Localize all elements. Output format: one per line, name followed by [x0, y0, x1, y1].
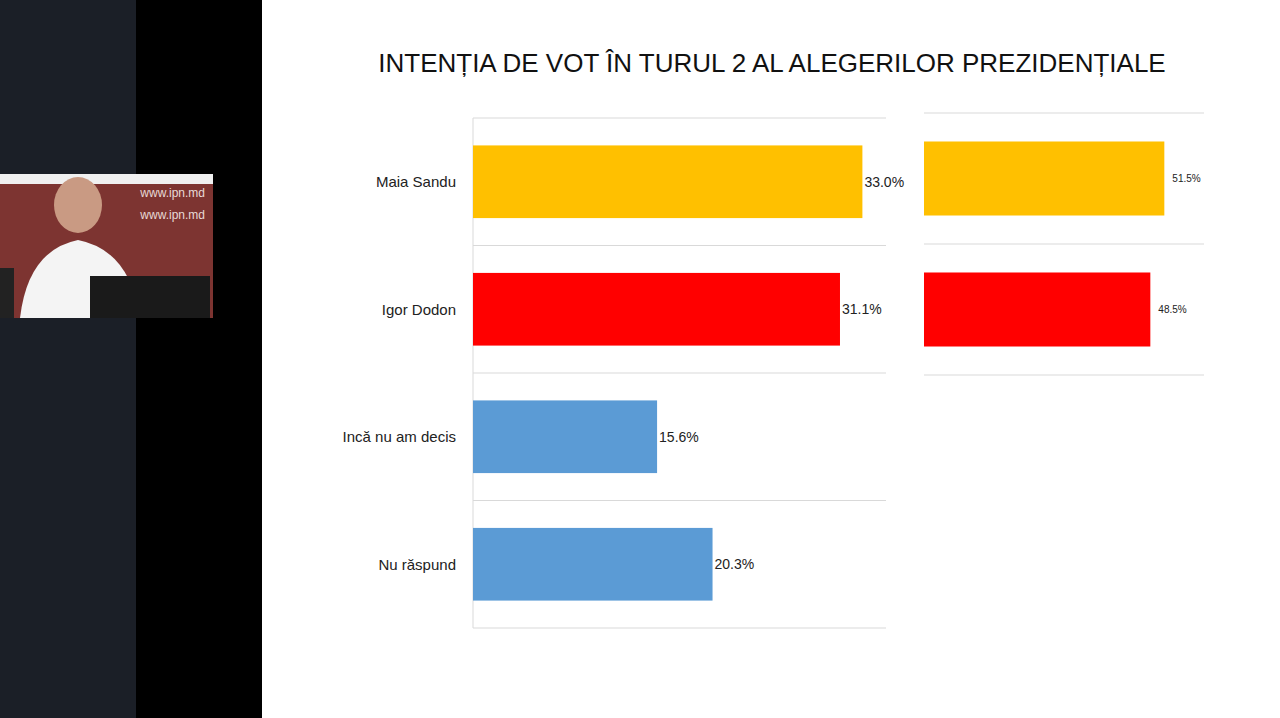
labels: 51.5% 48.5%	[1158, 173, 1200, 315]
bar	[924, 141, 1164, 215]
watermark: www.ipn.md	[139, 186, 205, 200]
band-line	[473, 118, 886, 119]
chart: INTENȚIA DE VOT ÎN TURUL 2 AL ALEGERILOR…	[343, 48, 1166, 628]
data-label: 31.1%	[842, 301, 882, 317]
chart-title: INTENȚIA DE VOT ÎN TURUL 2 AL ALEGERILOR…	[378, 48, 1165, 78]
band-line	[473, 628, 886, 629]
slide	[262, 0, 1280, 718]
band-line	[473, 373, 886, 374]
labels: Maia Sandu 33.0% Igor Dodon 31.1% Incă nu am…	[343, 173, 905, 573]
band-line	[473, 500, 886, 501]
person-head	[54, 177, 102, 233]
category-label: Incă nu am decis	[343, 428, 456, 445]
data-label: 15.6%	[659, 429, 699, 445]
data-label: 48.5%	[1158, 304, 1186, 315]
video-inset: www.ipn.md www.ipn.md	[0, 174, 213, 318]
bar	[473, 145, 862, 218]
band-line	[924, 113, 1204, 114]
data-label: 51.5%	[1172, 173, 1200, 184]
bar	[924, 272, 1150, 346]
category-label: Igor Dodon	[382, 301, 456, 318]
video-frame	[0, 174, 213, 318]
watermark: www.ipn.md	[139, 208, 205, 222]
background	[0, 0, 1280, 718]
bar	[473, 400, 657, 473]
category-label: Nu răspund	[378, 556, 456, 573]
laptop	[90, 276, 210, 318]
band-line	[924, 244, 1204, 245]
data-label: 33.0%	[864, 174, 904, 190]
band-line	[473, 245, 886, 246]
page: www.ipn.md www.ipn.md INTENȚIA DE VOT ÎN T…	[0, 0, 1280, 718]
video-top-bar	[0, 174, 213, 184]
chart: 51.5% 48.5%	[924, 113, 1204, 375]
category-label: Maia Sandu	[376, 173, 456, 190]
bar	[473, 528, 713, 601]
band-line	[924, 375, 1204, 376]
bars	[924, 141, 1164, 346]
data-label: 20.3%	[715, 556, 755, 572]
bar	[473, 273, 840, 346]
microphone	[0, 268, 14, 318]
side-panel	[0, 0, 136, 718]
bars	[473, 145, 862, 600]
